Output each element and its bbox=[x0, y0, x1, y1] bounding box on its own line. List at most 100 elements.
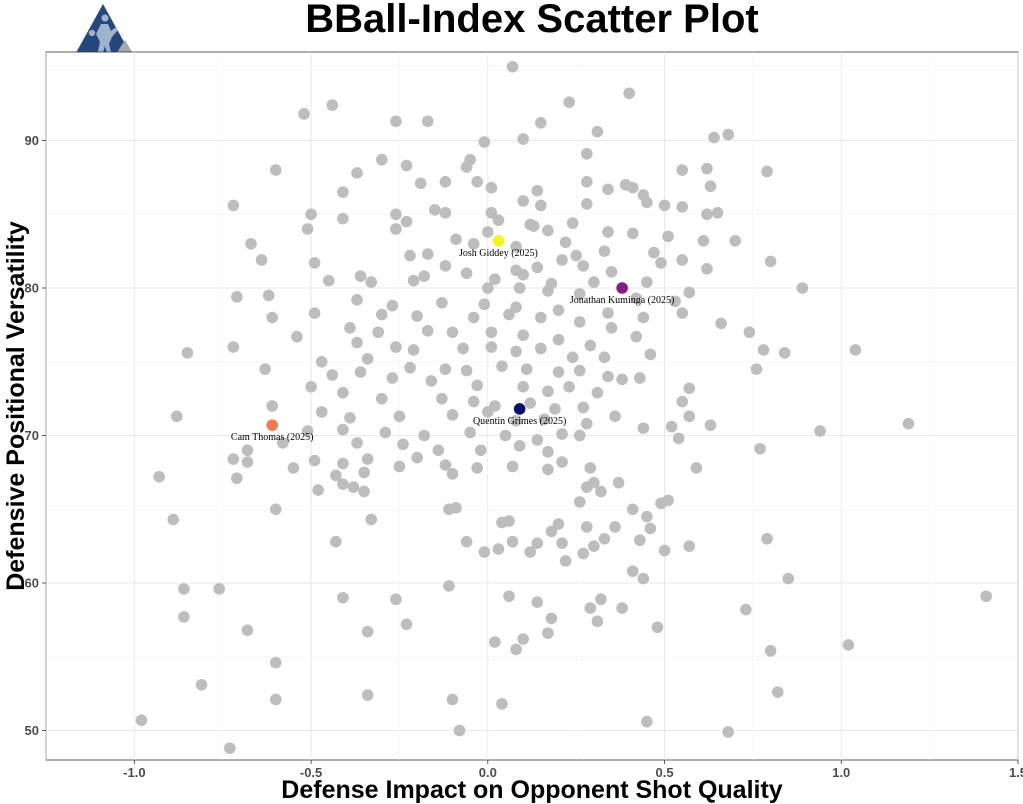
data-point bbox=[531, 261, 544, 274]
data-point bbox=[305, 381, 317, 393]
data-point bbox=[499, 429, 512, 442]
data-point bbox=[351, 167, 363, 179]
data-point bbox=[400, 618, 413, 631]
data-point bbox=[308, 257, 321, 269]
data-point bbox=[754, 442, 766, 455]
data-point bbox=[577, 547, 590, 560]
data-point bbox=[563, 96, 575, 108]
x-axis-ticks: -1.0 -0.5 0.0 0.5 1.0 1.5 bbox=[123, 760, 1023, 780]
data-point bbox=[588, 540, 600, 552]
data-point bbox=[598, 351, 611, 364]
data-point bbox=[641, 510, 653, 523]
data-point bbox=[517, 633, 529, 645]
data-point bbox=[602, 370, 614, 383]
data-point bbox=[478, 136, 491, 148]
data-point bbox=[761, 532, 773, 545]
data-point bbox=[496, 698, 508, 710]
data-point bbox=[365, 276, 377, 288]
data-point bbox=[269, 503, 282, 516]
data-point bbox=[446, 409, 459, 421]
data-point bbox=[227, 199, 240, 212]
data-point bbox=[301, 223, 314, 235]
data-point bbox=[559, 555, 572, 567]
data-point bbox=[740, 603, 752, 616]
data-point bbox=[269, 164, 282, 176]
data-point bbox=[358, 485, 370, 498]
y-tick-label: 50 bbox=[25, 723, 39, 738]
data-point bbox=[471, 176, 484, 188]
y-axis-ticks: 50 60 70 80 90 bbox=[25, 133, 46, 738]
data-point bbox=[757, 344, 770, 356]
data-point bbox=[411, 451, 423, 464]
data-point bbox=[524, 546, 537, 558]
data-point bbox=[482, 226, 494, 238]
grid bbox=[45, 52, 1019, 760]
data-point bbox=[305, 208, 317, 221]
data-point bbox=[418, 429, 430, 442]
data-point bbox=[676, 164, 689, 176]
x-tick-label: -1.0 bbox=[123, 765, 145, 780]
data-point bbox=[337, 386, 349, 399]
data-point bbox=[538, 413, 551, 426]
data-point bbox=[556, 254, 568, 266]
data-point bbox=[542, 285, 554, 297]
data-point bbox=[517, 133, 529, 145]
data-point bbox=[262, 289, 275, 302]
data-point bbox=[467, 395, 480, 408]
data-point bbox=[556, 537, 568, 549]
data-point bbox=[580, 176, 593, 188]
data-point bbox=[580, 198, 593, 210]
data-point bbox=[577, 260, 590, 272]
data-point bbox=[743, 326, 756, 339]
data-point bbox=[711, 206, 724, 219]
data-point bbox=[602, 307, 614, 319]
data-point bbox=[637, 311, 650, 324]
data-point bbox=[439, 206, 452, 219]
data-point bbox=[701, 208, 713, 221]
data-point bbox=[513, 282, 526, 294]
x-tick-label: -0.5 bbox=[300, 765, 322, 780]
data-point bbox=[513, 440, 526, 452]
data-point bbox=[344, 412, 356, 424]
data-point bbox=[446, 693, 459, 706]
data-point bbox=[676, 254, 689, 266]
data-point bbox=[566, 217, 579, 229]
data-point bbox=[460, 267, 473, 280]
data-point bbox=[467, 311, 480, 324]
data-point bbox=[375, 392, 388, 405]
data-point bbox=[591, 615, 604, 628]
data-point bbox=[517, 329, 529, 342]
data-point bbox=[496, 360, 508, 372]
data-point bbox=[439, 176, 452, 188]
data-point bbox=[255, 254, 268, 266]
data-point bbox=[616, 373, 628, 386]
data-point bbox=[542, 463, 554, 476]
data-point bbox=[223, 742, 236, 754]
data-point bbox=[269, 693, 282, 706]
y-tick-label: 70 bbox=[25, 428, 39, 443]
data-point bbox=[552, 366, 565, 378]
data-point bbox=[315, 406, 328, 418]
data-point bbox=[658, 544, 671, 557]
data-point bbox=[634, 372, 646, 384]
data-point bbox=[429, 204, 441, 216]
data-point bbox=[414, 177, 427, 190]
data-point bbox=[542, 224, 554, 237]
data-point bbox=[436, 392, 448, 405]
data-point bbox=[354, 270, 367, 283]
data-point bbox=[181, 347, 194, 359]
data-point bbox=[361, 625, 374, 638]
data-point bbox=[535, 342, 547, 355]
y-tick-label: 80 bbox=[25, 281, 39, 296]
data-point bbox=[471, 462, 484, 474]
data-point bbox=[460, 535, 473, 548]
data-point bbox=[655, 257, 667, 269]
data-point bbox=[485, 326, 498, 339]
data-point bbox=[439, 260, 452, 272]
data-point bbox=[390, 115, 402, 128]
data-point bbox=[584, 462, 597, 474]
data-point bbox=[580, 521, 593, 533]
data-point bbox=[665, 420, 678, 433]
data-points bbox=[135, 60, 992, 754]
